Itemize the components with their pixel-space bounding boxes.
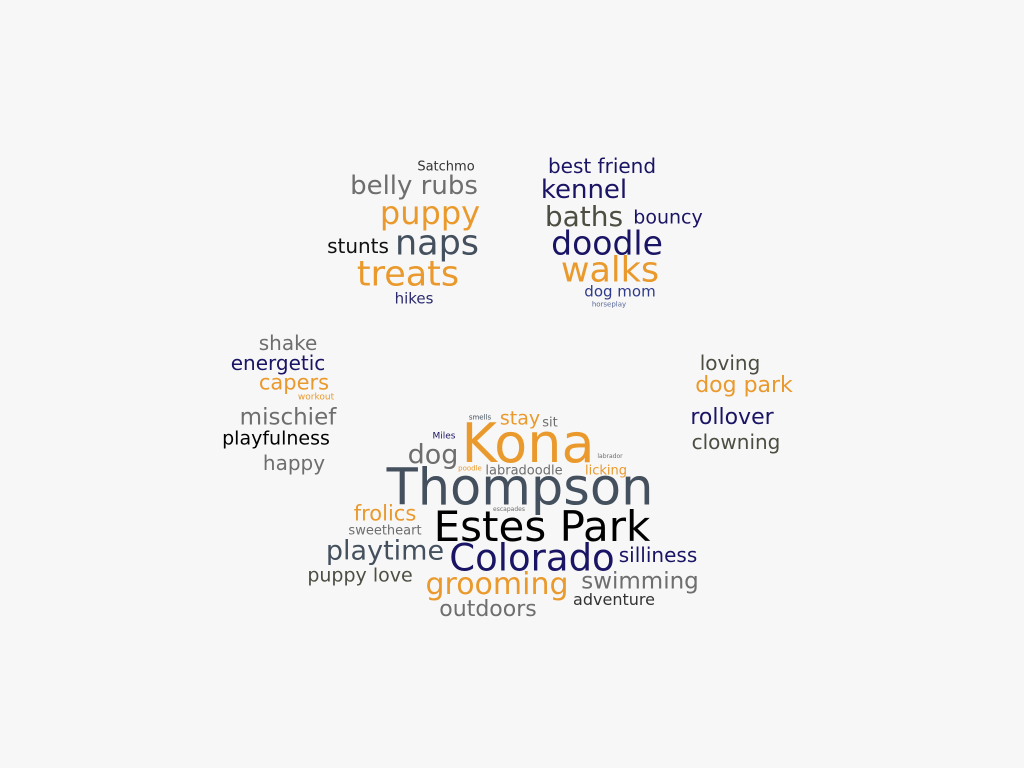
word-labradoodle: labradoodle (485, 463, 563, 479)
word-silliness: silliness (618, 543, 698, 567)
word-sweetheart: sweetheart (348, 523, 422, 539)
word-miles: Miles (432, 431, 456, 442)
word-walks: walks (560, 250, 660, 291)
word-treats: treats (356, 254, 460, 295)
word-best-friend: best friend (547, 154, 657, 178)
word-workout: workout (297, 392, 335, 403)
word-dog-mom: dog mom (584, 282, 656, 301)
word-satchmo: Satchmo (417, 159, 475, 175)
word-grooming: grooming (425, 567, 569, 602)
word-sit: sit (542, 415, 558, 431)
word-colorado: Colorado (449, 536, 615, 580)
word-dog-park: dog park (695, 373, 793, 398)
word-dog: dog (407, 439, 459, 471)
word-happy: happy (262, 451, 326, 475)
word-hikes: hikes (394, 289, 434, 308)
word-adventure: adventure (573, 590, 655, 609)
word-bouncy: bouncy (633, 206, 703, 229)
word-kona: Kona (461, 412, 595, 475)
word-clowning: clowning (691, 430, 781, 454)
word-mischief: mischief (239, 404, 337, 431)
word-kennel: kennel (540, 175, 628, 205)
word-estes-park: Estes Park (433, 502, 651, 551)
word-frolics: frolics (353, 501, 417, 526)
word-naps: naps (394, 223, 480, 264)
word-baths: baths (544, 200, 624, 233)
word-playfulness: playfulness (222, 427, 330, 450)
word-smells: smells (468, 413, 492, 422)
word-loving: loving (699, 351, 761, 375)
word-escapades: escapades (493, 506, 525, 513)
word-horseplay: horseplay (591, 300, 627, 309)
word-labrador: labrador (597, 453, 623, 460)
word-thompson: Thompson (386, 458, 654, 518)
word-belly-rubs: belly rubs (350, 171, 478, 201)
word-rollover: rollover (690, 405, 774, 430)
word-doodle: doodle (551, 223, 663, 263)
word-poodle: poodle (458, 464, 482, 473)
word-stay: stay (499, 407, 541, 430)
word-puppy: puppy (379, 194, 481, 232)
word-licking: licking (584, 463, 628, 479)
word-shake: shake (258, 331, 318, 355)
word-outdoors: outdoors (439, 597, 537, 622)
word-stunts: stunts (327, 234, 389, 258)
word-capers: capers (258, 370, 330, 395)
word-puppy-love: puppy love (307, 564, 413, 587)
word-swimming: swimming (581, 568, 699, 595)
word-playtime: playtime (325, 535, 445, 567)
word-energetic: energetic (230, 351, 326, 375)
